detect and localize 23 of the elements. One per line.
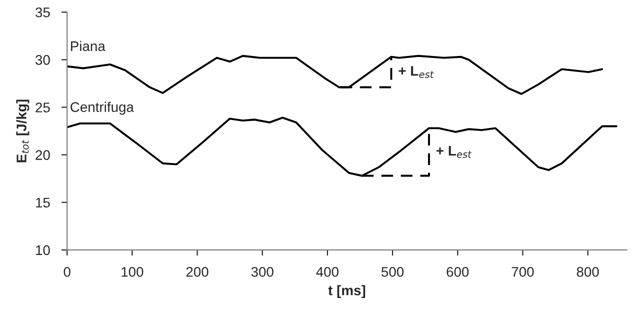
y-tick-label: 30 (36, 55, 50, 65)
series-label: Centrifuga (70, 102, 134, 115)
line-series (67, 54, 604, 95)
x-tick-label: 200 (186, 266, 208, 277)
y-axis-title: E$_{tot}$ [J/kg] (16, 100, 30, 162)
y-tick-label: 15 (36, 198, 50, 208)
x-tick-label: 400 (316, 266, 338, 277)
series-label: Piana (71, 40, 106, 52)
x-tick-label: 300 (251, 266, 274, 277)
annotation: + L$_{est}$ (436, 146, 472, 158)
x-tick-label: 100 (122, 266, 144, 277)
x-axis-title: t [ms] (328, 285, 366, 298)
y-tick-label: 20 (36, 150, 50, 160)
y-tick-label: 10 (36, 245, 50, 256)
annotation: + L$_{est}$ (398, 66, 434, 78)
line-series (67, 116, 618, 177)
y-tick-label: 35 (36, 7, 50, 18)
y-tick-label: 25 (36, 102, 50, 112)
x-tick-label: 800 (576, 266, 599, 277)
x-tick-label: 700 (512, 266, 534, 277)
x-tick-label: 600 (446, 266, 469, 277)
x-tick-label: 500 (382, 266, 404, 277)
x-tick-label: 0 (64, 266, 70, 277)
